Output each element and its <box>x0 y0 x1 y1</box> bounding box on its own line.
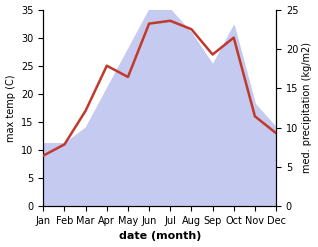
Y-axis label: max temp (C): max temp (C) <box>5 74 16 142</box>
X-axis label: date (month): date (month) <box>119 231 201 242</box>
Y-axis label: med. precipitation (kg/m2): med. precipitation (kg/m2) <box>302 42 313 173</box>
